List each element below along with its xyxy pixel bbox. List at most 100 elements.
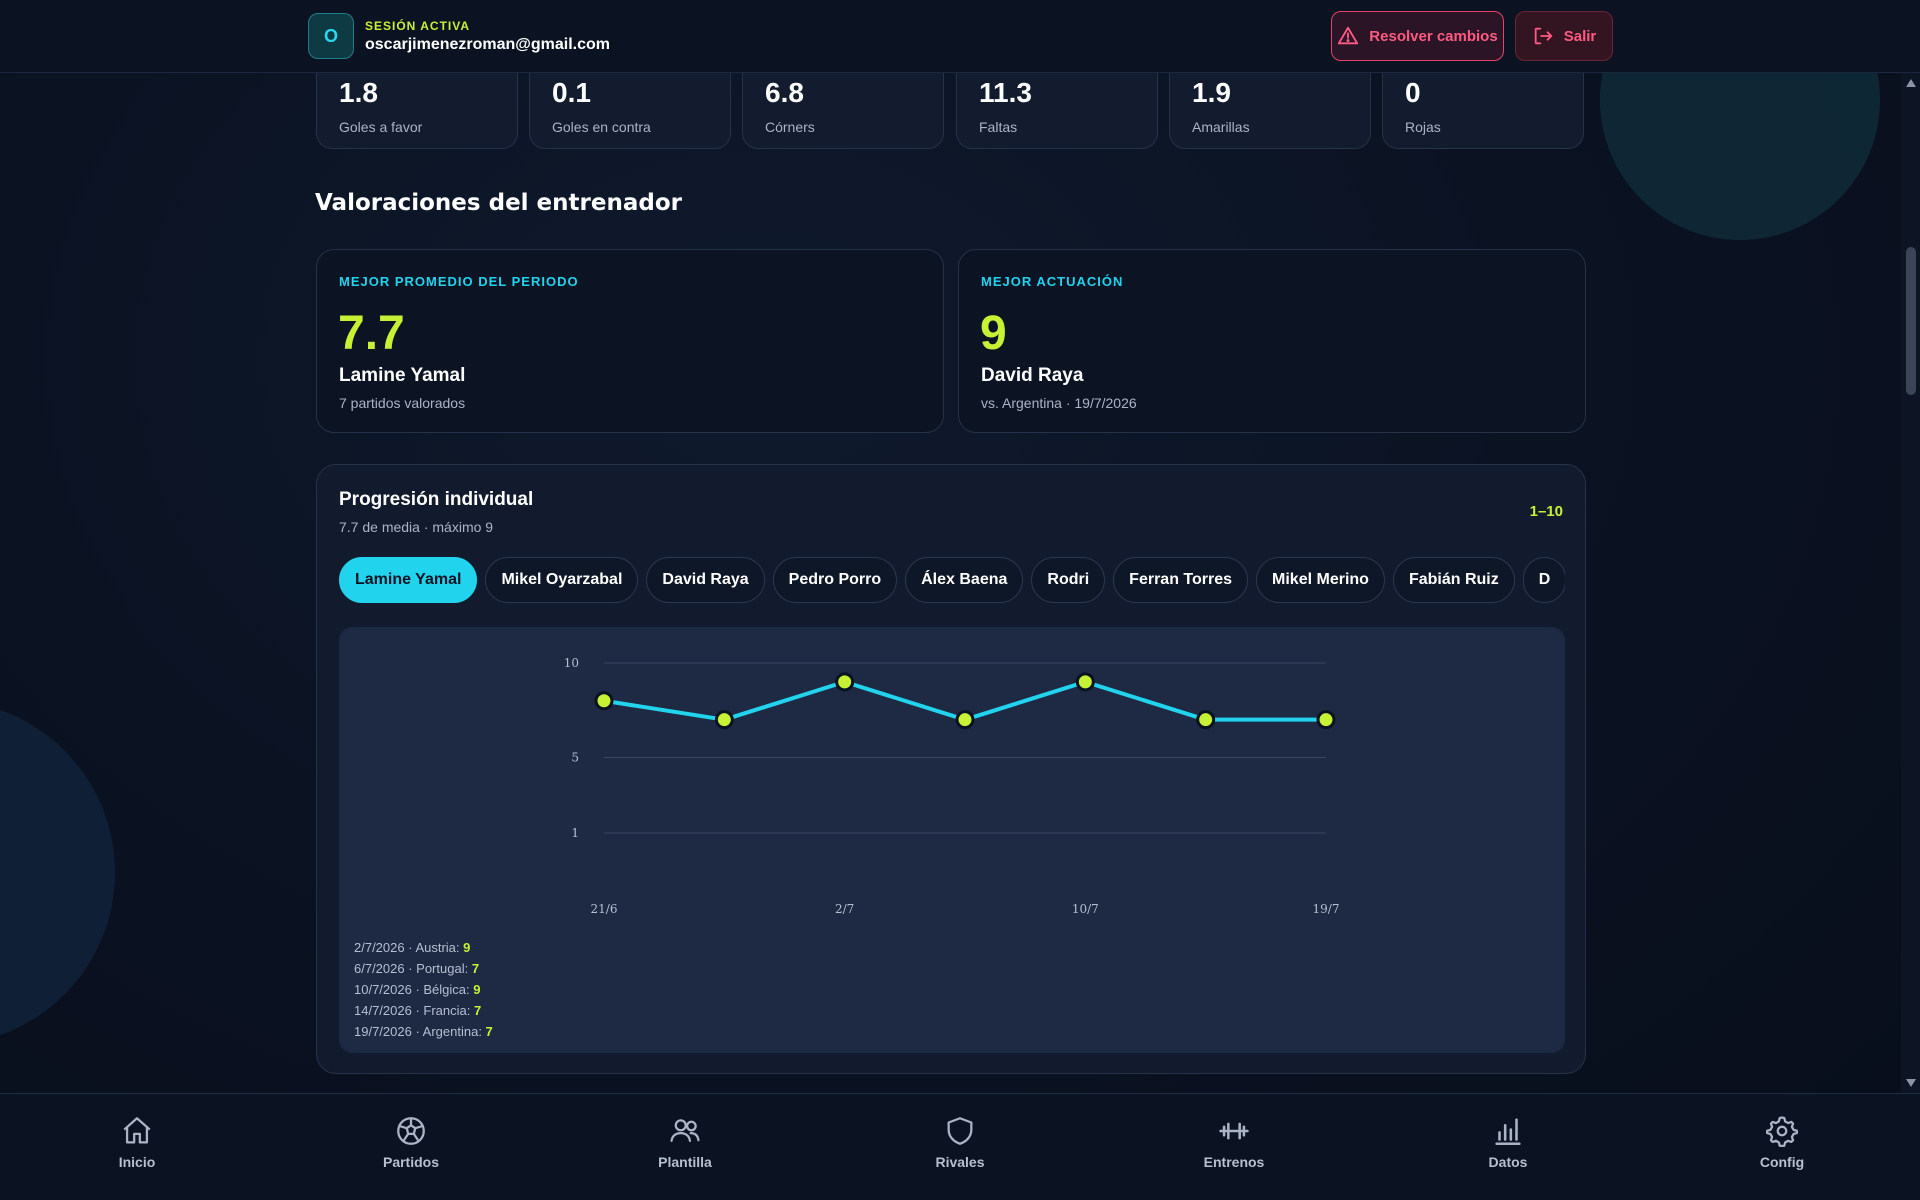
nav-label: Partidos	[382, 1154, 439, 1170]
best-average-player: Lamine Yamal	[339, 365, 466, 386]
stat-value: 0.1	[552, 77, 591, 108]
best-average-card: MEJOR PROMEDIO DEL PERIODO 7.7 Lamine Ya…	[316, 249, 944, 433]
chart-y-tick-label: 5	[571, 750, 579, 764]
progression-subtitle: 7.7 de media · máximo 9	[339, 519, 494, 535]
session-email: oscarjimenezroman@gmail.com	[365, 36, 611, 53]
stat-value: 1.8	[339, 77, 378, 108]
rating-log-text: 6/7/2026 · Portugal:	[354, 961, 472, 976]
top-bar: O SESIÓN ACTIVA oscarjimenezroman@gmail.…	[0, 0, 1920, 73]
best-performance-label: MEJOR ACTUACIÓN	[981, 274, 1124, 289]
player-chip[interactable]: D	[1522, 557, 1565, 603]
rating-chart: 1 5 10 21/6 2/7 10/7 19/7 2/7/2026 · Austria: …	[339, 627, 1565, 1053]
chart-x-tick-label: 10/7	[1072, 902, 1099, 916]
progression-title: Progresión individual	[339, 489, 534, 510]
warning-icon	[1338, 26, 1359, 45]
rating-log-text: 19/7/2026 · Argentina:	[354, 1024, 486, 1039]
best-performance-player: David Raya	[981, 365, 1084, 386]
best-performance-value: 9	[980, 307, 1007, 360]
nav-item-inicio[interactable]: Inicio	[77, 1114, 197, 1170]
rating-log-value: 7	[473, 1003, 482, 1018]
avatar[interactable]: O	[308, 13, 354, 59]
rating-log-text: 14/7/2026 · Francia:	[354, 1003, 474, 1018]
nav-label: Inicio	[118, 1154, 156, 1170]
stat-label: Goles a favor	[339, 119, 423, 135]
bar-chart-icon	[1495, 1118, 1521, 1146]
stat-label: Córners	[765, 119, 815, 135]
chart-data-point	[714, 710, 734, 730]
player-chip[interactable]: Rodri	[1031, 557, 1106, 603]
progression-range: 1–10	[1529, 503, 1563, 520]
resolve-changes-label: Resolver cambios	[1369, 27, 1498, 45]
nav-item-plantilla[interactable]: Plantilla	[625, 1114, 745, 1170]
nav-label: Plantilla	[658, 1154, 712, 1170]
chart-x-tick-label: 19/7	[1313, 902, 1340, 916]
stat-value: 6.8	[765, 77, 804, 108]
stat-label: Goles en contra	[552, 119, 651, 135]
stat-label: Amarillas	[1192, 119, 1250, 135]
chart-y-tick-label: 1	[571, 826, 579, 840]
best-average-sub: 7 partidos valorados	[339, 395, 466, 411]
stat-value: 1.9	[1192, 77, 1231, 108]
logout-button[interactable]: Salir	[1515, 11, 1613, 61]
stat-value: 0	[1405, 77, 1421, 108]
player-chip[interactable]: Mikel Oyarzabal	[485, 557, 639, 603]
progression-card: Progresión individual 7.7 de media · máx…	[316, 464, 1586, 1074]
rating-log-entry: 19/7/2026 · Argentina: 7	[354, 1021, 493, 1042]
player-chip[interactable]: Ferran Torres	[1113, 557, 1249, 603]
stat-label: Rojas	[1405, 119, 1441, 135]
home-icon	[123, 1117, 151, 1144]
nav-label: Rivales	[935, 1154, 985, 1170]
chart-x-tick-label: 21/6	[591, 902, 618, 916]
nav-label: Datos	[1488, 1154, 1528, 1170]
decorative-circle	[0, 700, 115, 1045]
chart-y-tick-label: 10	[564, 656, 579, 670]
rating-log-entry: 6/7/2026 · Portugal: 7	[354, 958, 493, 979]
nav-item-entrenos[interactable]: Entrenos	[1174, 1114, 1294, 1170]
section-title: Valoraciones del entrenador	[315, 190, 682, 216]
soccer-ball-icon	[397, 1117, 425, 1145]
player-chip[interactable]: Álex Baena	[905, 557, 1024, 603]
nav-item-datos[interactable]: Datos	[1448, 1114, 1568, 1170]
rating-log-value: 7	[471, 961, 480, 976]
rating-log-entry: 10/7/2026 · Bélgica: 9	[354, 979, 493, 1000]
chart-x-tick-label: 2/7	[835, 902, 854, 916]
logout-label: Salir	[1563, 27, 1597, 45]
dumbbell-icon	[1219, 1122, 1249, 1140]
player-chip[interactable]: Mikel Merino	[1256, 557, 1385, 603]
rating-log-entry: 14/7/2026 · Francia: 7	[354, 1000, 493, 1021]
logout-icon	[1534, 27, 1552, 45]
chart-data-point	[1196, 710, 1216, 730]
chart-data-point	[1316, 710, 1336, 730]
best-performance-card: MEJOR ACTUACIÓN 9 David Raya vs. Argenti…	[958, 249, 1586, 433]
chart-data-point	[1075, 672, 1095, 692]
rating-log: 2/7/2026 · Austria: 9 6/7/2026 · Portuga…	[354, 937, 493, 1042]
rating-chart-svg: 1 5 10 21/6 2/7 10/7 19/7	[564, 656, 1340, 916]
rating-log-value: 9	[473, 982, 481, 997]
chart-data-point	[955, 710, 975, 730]
scrollbar-thumb[interactable]	[1906, 247, 1916, 395]
bottom-nav: Inicio Partidos Plantilla Rivales Entren…	[0, 1093, 1920, 1200]
scroll-down-arrow-icon[interactable]	[1906, 1079, 1916, 1087]
player-chip-list: Lamine Yamal Mikel Oyarzabal David Raya Ped…	[339, 557, 1565, 605]
chart-data-point	[835, 672, 855, 692]
chart-data-point	[594, 691, 614, 711]
shield-icon	[947, 1117, 973, 1145]
users-icon	[670, 1119, 700, 1143]
player-chip[interactable]: Lamine Yamal	[339, 557, 478, 603]
page-scrollbar[interactable]	[1901, 73, 1920, 1093]
player-chip[interactable]: Pedro Porro	[772, 557, 898, 603]
nav-item-rivales[interactable]: Rivales	[900, 1114, 1020, 1170]
nav-item-config[interactable]: Config	[1722, 1114, 1842, 1170]
rating-log-value: 9	[463, 940, 471, 955]
best-average-label: MEJOR PROMEDIO DEL PERIODO	[339, 274, 579, 289]
best-average-value: 7.7	[338, 307, 405, 360]
scroll-up-arrow-icon[interactable]	[1906, 79, 1916, 87]
player-chip[interactable]: Fabián Ruiz	[1392, 557, 1515, 603]
player-chip[interactable]: David Raya	[646, 557, 765, 603]
nav-item-partidos[interactable]: Partidos	[351, 1114, 471, 1170]
nav-label: Config	[1759, 1154, 1805, 1170]
resolve-changes-button[interactable]: Resolver cambios	[1331, 11, 1504, 61]
rating-log-entry: 2/7/2026 · Austria: 9	[354, 937, 493, 958]
stat-value: 11.3	[979, 77, 1032, 108]
